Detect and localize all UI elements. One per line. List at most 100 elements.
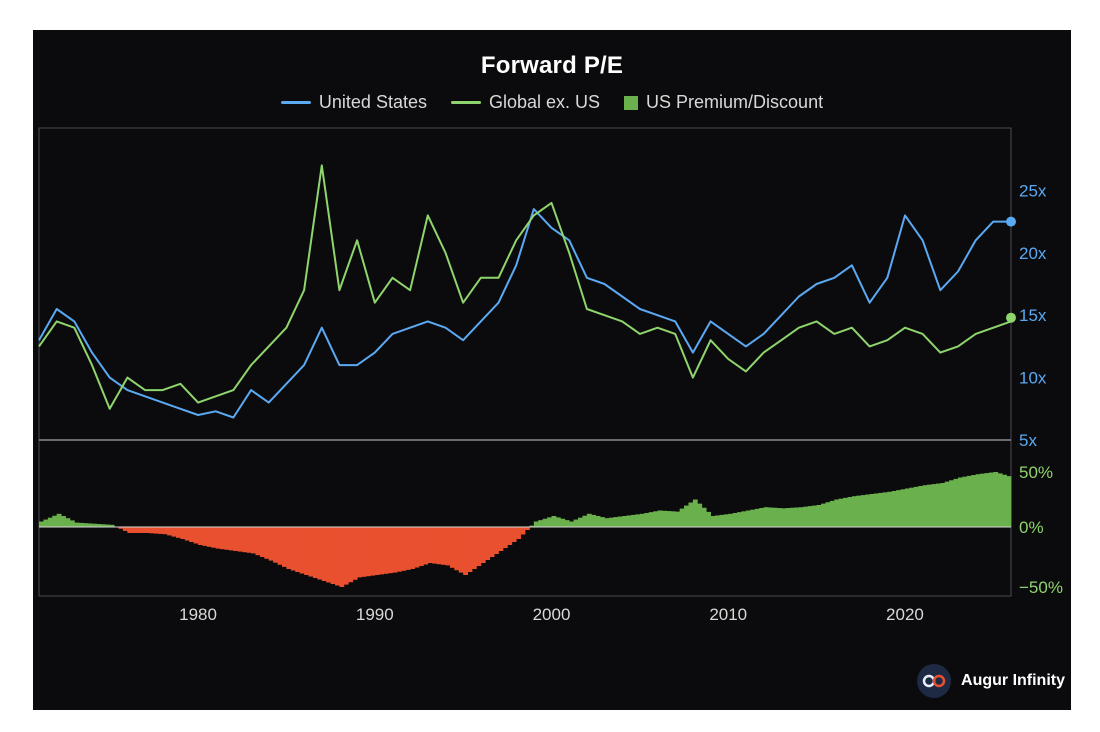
premium-bar — [374, 527, 380, 575]
premium-bar — [790, 507, 795, 527]
premium-bar — [573, 519, 579, 527]
legend-item-us-premium-discount[interactable]: US Premium/Discount — [624, 92, 823, 113]
premium-bar — [887, 491, 893, 527]
premium-bar — [220, 527, 225, 550]
premium-bar — [1006, 476, 1012, 528]
global-ex-us-end-point — [1006, 312, 1016, 323]
premium-bar — [175, 527, 181, 538]
y-tick-label-top: 20x — [1019, 244, 1047, 263]
premium-bar — [582, 515, 588, 527]
premium-bar — [401, 527, 407, 571]
united-states-line — [38, 208, 1011, 419]
premium-bar — [785, 508, 791, 527]
premium-bar — [750, 509, 756, 527]
premium-bar — [547, 517, 552, 528]
premium-bar — [251, 527, 256, 554]
premium-bar — [61, 516, 66, 527]
premium-bar — [772, 507, 778, 527]
premium-bar — [100, 524, 106, 527]
premium-bar — [701, 507, 707, 527]
legend-item-global-ex-us[interactable]: Global ex. US — [450, 92, 600, 113]
premium-bar — [569, 521, 574, 527]
premium-bar — [741, 511, 747, 527]
premium-bar — [494, 527, 499, 554]
premium-bar — [370, 527, 376, 576]
premium-bar — [396, 527, 402, 572]
premium-bar — [189, 527, 195, 542]
premium-bar — [485, 527, 491, 560]
premium-bar — [96, 523, 102, 527]
premium-bar — [489, 527, 495, 557]
premium-bar — [290, 527, 296, 571]
premium-bar — [794, 507, 800, 527]
premium-bar — [851, 496, 857, 527]
x-tick-label: 2010 — [709, 605, 747, 624]
premium-bar — [759, 508, 764, 527]
x-tick-label: 2020 — [886, 605, 924, 624]
premium-bar — [357, 527, 362, 578]
premium-bar — [706, 511, 711, 528]
premium-bar — [211, 527, 217, 548]
premium-bar — [502, 527, 508, 548]
premium-bar — [259, 527, 265, 557]
premium-bar — [997, 473, 1003, 528]
premium-bar — [843, 497, 848, 527]
premium-bar — [454, 527, 460, 571]
premium-bar — [648, 512, 654, 527]
premium-bar — [383, 527, 389, 574]
premium-bar — [882, 492, 888, 527]
x-tick-label: 2000 — [533, 605, 571, 624]
premium-bar — [432, 527, 438, 564]
premium-bar — [78, 522, 84, 528]
premium-bar — [264, 527, 270, 559]
premium-bar — [308, 527, 314, 577]
premium-bar — [476, 527, 482, 566]
premium-bar — [710, 516, 716, 527]
premium-bar — [224, 527, 230, 550]
axis-ticks: 5x 10x 15x 20x 25x −50% 0% 50% 1980 1990 2000 2010 2… — [179, 181, 1063, 624]
premium-bar — [392, 527, 398, 573]
premium-bar — [140, 527, 146, 533]
x-tick-label: 1990 — [356, 605, 394, 624]
premium-bar — [127, 527, 133, 533]
premium-bar — [940, 483, 946, 527]
y-tick-label-bottom: −50% — [1019, 578, 1063, 597]
premium-bar — [984, 473, 990, 527]
premium-bar — [335, 527, 340, 586]
premium-bar — [122, 527, 128, 531]
legend-swatch-united-states — [280, 101, 311, 104]
premium-bar — [551, 516, 557, 527]
premium-bar — [511, 527, 517, 542]
premium-bar — [299, 527, 305, 574]
premium-bar — [304, 527, 309, 575]
premium-bar — [343, 527, 349, 585]
premium-bar — [825, 502, 831, 527]
premium-bar — [622, 516, 628, 527]
premium-bar — [467, 527, 473, 572]
premium-bar — [896, 490, 901, 527]
premium-bar — [732, 512, 738, 527]
premium-bar — [768, 507, 773, 527]
premium-bar — [167, 527, 172, 536]
premium-bar — [635, 514, 641, 527]
premium-bar — [83, 523, 88, 527]
premium-bar — [171, 527, 177, 537]
x-tick-label: 1980 — [179, 605, 217, 624]
premium-bar — [957, 477, 963, 527]
premium-bar — [714, 515, 720, 527]
premium-bar — [330, 527, 336, 584]
premium-bar — [953, 478, 959, 528]
premium-bar — [471, 527, 477, 569]
premium-bar — [339, 527, 345, 587]
premium-bar — [136, 527, 142, 533]
premium-bar — [564, 520, 570, 528]
premium-bar — [838, 498, 844, 527]
watermark: Augur Infinity — [917, 664, 1065, 698]
premium-bar — [295, 527, 301, 572]
premium-bar — [180, 527, 186, 539]
premium-bar — [312, 527, 318, 578]
premium-bar — [533, 521, 539, 527]
legend-item-united-states[interactable]: United States — [280, 92, 427, 113]
y-tick-label-bottom: 50% — [1019, 463, 1053, 482]
chart-frame: Forward P/E United States Global ex. US … — [33, 30, 1071, 710]
